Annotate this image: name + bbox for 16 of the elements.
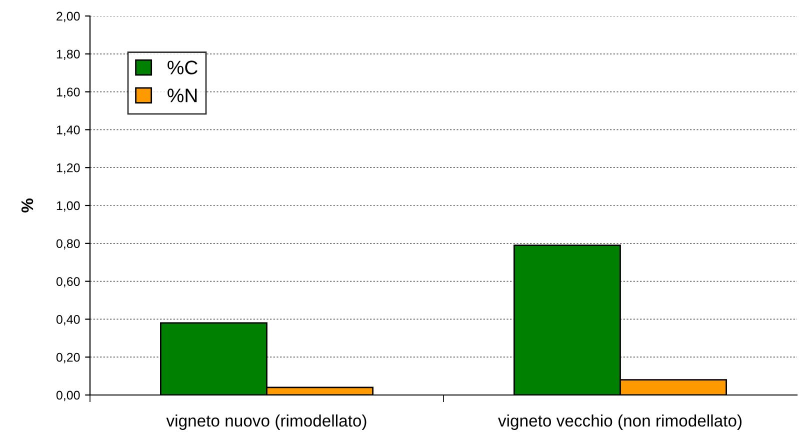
x-tick-label: vigneto vecchio (non rimodellato): [498, 414, 742, 430]
y-tick-label: 2,00: [56, 12, 80, 22]
y-tick-label: 0,80: [56, 239, 80, 250]
y-axis-title: %: [21, 198, 34, 212]
y-tick-label: 0,00: [56, 390, 80, 402]
x-tick-label: vigneto nuovo (rimodellato): [166, 414, 366, 430]
y-tick-label: 1,40: [56, 126, 80, 136]
y-tick-label: 0,20: [56, 352, 80, 364]
y-tick-label: 1,00: [56, 201, 80, 212]
y-tick-label: 1,80: [56, 50, 80, 60]
y-tick-label: 1,20: [56, 163, 80, 174]
legend-label: %C: [168, 60, 198, 74]
legend-label: %N: [168, 88, 197, 102]
y-tick-label: 1,60: [56, 88, 80, 98]
y-tick-label: 0,60: [56, 277, 80, 288]
y-tick-label: 0,40: [56, 315, 80, 326]
